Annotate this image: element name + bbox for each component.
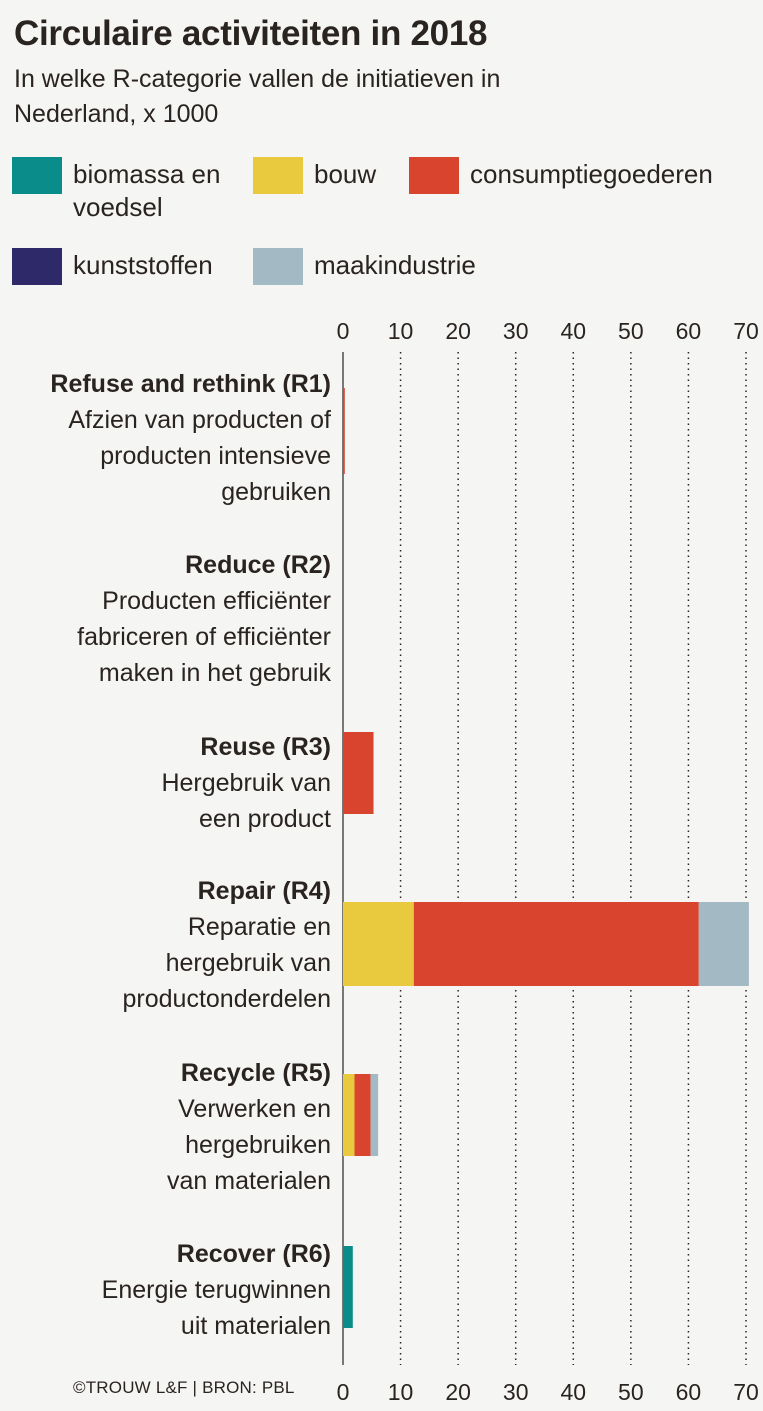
x-tick-label-top: 30 bbox=[503, 318, 529, 344]
category-description: Reparatie en bbox=[187, 913, 331, 941]
x-tick-label-bottom: 0 bbox=[337, 1379, 350, 1405]
x-tick-label-top: 20 bbox=[445, 318, 471, 344]
category-name: Refuse and rethink (R1) bbox=[50, 370, 331, 398]
x-tick-label-top: 70 bbox=[733, 318, 759, 344]
legend-item-bouw: bouw bbox=[253, 157, 376, 194]
bar-segment-consumptiegoederen bbox=[354, 1074, 371, 1156]
category-label: Refuse and rethink (R1) Afzien van produc… bbox=[50, 366, 331, 510]
bar-segment-maakindustrie bbox=[698, 902, 749, 986]
legend-swatch-kunststoffen bbox=[12, 248, 62, 285]
bar-segment-consumptiegoederen bbox=[343, 732, 374, 814]
category-description: Energie terugwinnen bbox=[101, 1276, 331, 1304]
legend-label-bouw: bouw bbox=[314, 159, 377, 189]
category-description: hergebruik van bbox=[165, 949, 331, 977]
category-label: Reduce (R2) Producten efficiënter fabricer… bbox=[77, 547, 331, 691]
category-name: Reduce (R2) bbox=[185, 551, 331, 579]
x-tick-label-bottom: 50 bbox=[618, 1379, 644, 1405]
category-label: Recycle (R5) Verwerken en hergebruiken van … bbox=[167, 1055, 331, 1199]
category-name: Reuse (R3) bbox=[200, 733, 331, 761]
legend-label-maakindustrie: maakindustrie bbox=[314, 250, 476, 280]
category-description: hergebruiken bbox=[185, 1131, 331, 1159]
category-description: producten intensieve bbox=[100, 442, 331, 470]
category-description: Afzien van producten of bbox=[68, 406, 331, 434]
source-credit: ©TROUW L&F | BRON: PBL bbox=[73, 1378, 295, 1397]
legend-item-maakindustrie: maakindustrie bbox=[253, 248, 476, 285]
legend-swatch-biomassa bbox=[12, 157, 62, 194]
x-tick-label-bottom: 10 bbox=[388, 1379, 414, 1405]
category-label: Recover (R6) Energie terugwinnen uit mater… bbox=[102, 1236, 331, 1344]
legend-item-kunststoffen: kunststoffen bbox=[12, 248, 213, 285]
category-description: gebruiken bbox=[221, 478, 331, 506]
category-description: maken in het gebruik bbox=[98, 659, 331, 687]
category-label: Reuse (R3) Hergebruik van een product bbox=[161, 729, 331, 837]
x-tick-label-bottom: 20 bbox=[445, 1379, 471, 1405]
category-description: Hergebruik van bbox=[161, 769, 331, 797]
legend-swatch-maakindustrie bbox=[253, 248, 303, 285]
category-description: uit materialen bbox=[180, 1312, 331, 1340]
bar-segment-consumptiegoederen bbox=[413, 902, 699, 986]
legend-swatch-bouw bbox=[253, 157, 303, 194]
x-tick-label-bottom: 40 bbox=[560, 1379, 586, 1405]
legend-item-consumptiegoederen: consumptiegoederen bbox=[409, 157, 713, 194]
legend-swatch-consumptiegoederen bbox=[409, 157, 459, 194]
legend-label-biomassa: biomassa en voedsel bbox=[73, 159, 221, 222]
category-description: Producten efficiënter bbox=[102, 587, 331, 615]
category-name: Recover (R6) bbox=[176, 1240, 331, 1268]
legend-label-kunststoffen: kunststoffen bbox=[73, 250, 213, 280]
bar-segment-bouw bbox=[343, 902, 414, 986]
bar-segment-bouw bbox=[343, 1074, 355, 1156]
x-tick-label-top: 40 bbox=[560, 318, 586, 344]
legend-label-consumptiegoederen: consumptiegoederen bbox=[470, 159, 713, 189]
category-description: Verwerken en bbox=[178, 1095, 331, 1123]
chart-title: Circulaire activiteiten in 2018 bbox=[14, 14, 488, 53]
category-name: Recycle (R5) bbox=[180, 1059, 331, 1087]
category-description: fabriceren of efficiënter bbox=[77, 623, 331, 651]
x-tick-label-top: 10 bbox=[388, 318, 414, 344]
x-tick-label-bottom: 60 bbox=[676, 1379, 702, 1405]
category-description: van materialen bbox=[167, 1167, 331, 1195]
category-name: Repair (R4) bbox=[197, 877, 331, 905]
bar-segment-maakindustrie bbox=[370, 1074, 379, 1156]
x-tick-label-top: 0 bbox=[337, 318, 350, 344]
x-tick-label-top: 60 bbox=[676, 318, 702, 344]
legend-item-biomassa: biomassa en voedsel bbox=[12, 157, 253, 224]
bar-segment-biomassa bbox=[343, 1246, 353, 1328]
category-description: een product bbox=[198, 805, 331, 833]
bar-segment-consumptiegoederen bbox=[343, 388, 345, 474]
category-description: productonderdelen bbox=[122, 985, 332, 1013]
x-tick-label-bottom: 70 bbox=[733, 1379, 759, 1405]
chart-subtitle: In welke R-categorie vallen de initiatie… bbox=[14, 65, 501, 128]
x-tick-label-bottom: 30 bbox=[503, 1379, 529, 1405]
x-tick-label-top: 50 bbox=[618, 318, 644, 344]
category-label: Repair (R4) Reparatie en hergebruik van pro… bbox=[123, 873, 332, 1017]
